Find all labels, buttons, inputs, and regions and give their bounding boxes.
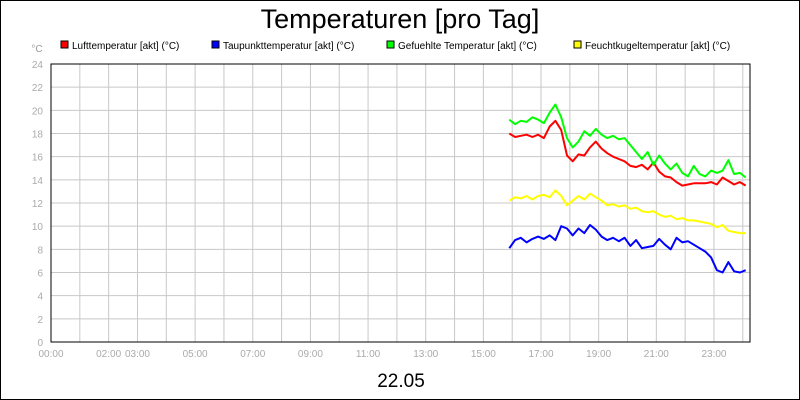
- plot-border: [50, 63, 751, 343]
- x-tick-label: 11:00: [356, 349, 381, 360]
- x-tick-label: 09:00: [298, 349, 323, 360]
- legend-label: Lufttemperatur [akt] (°C): [72, 41, 179, 52]
- x-tick-label: 15:00: [471, 349, 496, 360]
- legend-label: Gefuehlte Temperatur [akt] (°C): [398, 41, 537, 52]
- series-line: [508, 224, 747, 274]
- x-tick-label: 17:00: [529, 349, 554, 360]
- series-line: [508, 189, 746, 235]
- y-tick-label: 2: [37, 315, 43, 326]
- chart-title: Temperaturen [pro Tag]: [261, 4, 540, 34]
- x-tick-label: 05:00: [183, 349, 208, 360]
- x-axis-ticks: 00:00 02:00 03:00 05:00 07:00 09:00 11:00 13:00…: [38, 349, 726, 360]
- series-line: [508, 103, 747, 179]
- x-tick-label: 02:00: [96, 349, 121, 360]
- series-lines: [508, 103, 747, 274]
- x-tick-label: 13:00: [413, 349, 438, 360]
- legend-label: Taupunkttemperatur [akt] (°C): [223, 41, 354, 52]
- x-tick-label: 07:00: [240, 349, 265, 360]
- y-axis-unit-label: °C: [31, 44, 42, 55]
- x-tick-label: 19:00: [586, 349, 611, 360]
- series-line: [508, 119, 747, 187]
- y-tick-label: 0: [37, 338, 43, 349]
- date-label: 22.05: [377, 371, 425, 392]
- legend-swatch: [60, 40, 69, 49]
- y-tick-label: 12: [32, 199, 44, 210]
- y-tick-label: 16: [32, 153, 44, 164]
- legend-swatch: [211, 40, 220, 49]
- y-tick-label: 14: [32, 176, 44, 187]
- x-tick-label: 00:00: [38, 349, 63, 360]
- legend-swatch: [386, 40, 395, 49]
- x-tick-label: 21:00: [644, 349, 669, 360]
- y-tick-label: 8: [37, 245, 43, 256]
- y-tick-label: 18: [32, 130, 44, 141]
- y-tick-label: 20: [32, 106, 44, 117]
- legend-label: Feuchtkugeltemperatur [akt] (°C): [585, 41, 730, 52]
- chart-grid: [51, 64, 750, 342]
- legend-swatch: [573, 40, 582, 49]
- chart-legend: Lufttemperatur [akt] (°C) Taupunkttempera…: [60, 40, 730, 52]
- x-tick-label: 23:00: [701, 349, 726, 360]
- y-tick-label: 6: [37, 269, 43, 280]
- x-tick-label: 03:00: [125, 349, 150, 360]
- y-tick-label: 24: [32, 60, 44, 71]
- y-tick-label: 22: [32, 83, 44, 94]
- y-tick-label: 4: [37, 292, 43, 303]
- y-tick-label: 10: [32, 222, 44, 233]
